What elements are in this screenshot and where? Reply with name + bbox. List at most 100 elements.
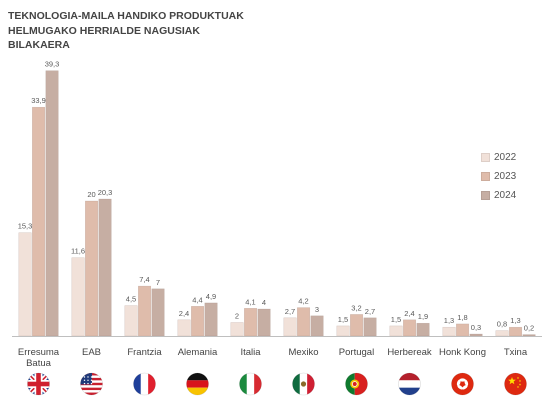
uk-flag-icon [27, 373, 50, 395]
category-label-7-0: Herbereak [387, 347, 432, 358]
data-label-2022-6: 1,5 [338, 315, 348, 324]
data-label-2024-1: 20,3 [98, 188, 113, 197]
data-label-2023-5: 4,2 [298, 297, 308, 306]
bar-2022-3 [177, 319, 191, 337]
germany-flag-icon-ring [186, 372, 209, 396]
category-label-8-0: Honk Kong [439, 347, 486, 358]
bar-2024-4 [257, 308, 271, 337]
chart-title: TEKNOLOGIA-MAILA HANDIKO PRODUKTUAK HELM… [8, 9, 244, 53]
data-label-2024-6: 2,7 [365, 307, 375, 316]
data-label-2022-5: 2,7 [285, 307, 295, 316]
data-label-2022-1: 11,6 [71, 247, 85, 256]
data-label-2023-4: 4,1 [245, 297, 255, 306]
netherlands-flag-icon-ring [398, 372, 421, 396]
bar-2023-7 [403, 319, 417, 337]
data-label-2023-7: 2,4 [404, 309, 414, 318]
data-label-2022-7: 1,5 [391, 315, 401, 324]
category-label-9-0: Txina [504, 347, 528, 358]
bar-2022-0 [18, 232, 32, 337]
bar-2022-1 [71, 257, 85, 337]
netherlands-flag-icon [398, 373, 421, 395]
italy-flag-icon [239, 373, 262, 395]
us-flag-icon-ring [80, 372, 103, 396]
portugal-flag-icon-ring [345, 372, 368, 396]
bar-2023-9 [509, 326, 523, 337]
hongkong-flag-icon-ring [451, 372, 474, 396]
mexico-flag-icon [292, 373, 315, 395]
china-flag-icon-ring [504, 372, 527, 396]
bar-2023-5 [297, 307, 311, 337]
category-label-3-0: Alemania [178, 347, 218, 358]
chart-legend: 2022 2023 2024 [481, 148, 516, 205]
data-label-2023-2: 7,4 [139, 275, 149, 284]
bar-2024-7 [416, 322, 430, 337]
hongkong-flag-icon [451, 373, 474, 395]
china-flag-icon [504, 373, 527, 395]
legend-label-2023: 2023 [494, 171, 517, 182]
legend-item-2024: 2024 [481, 186, 516, 205]
data-label-2024-4: 4 [262, 298, 266, 307]
category-label-6-0: Portugal [339, 347, 374, 358]
data-label-2024-2: 7 [156, 278, 160, 287]
bar-2024-8 [469, 333, 483, 337]
title-line-3: BILAKAERA [8, 39, 70, 51]
uk-flag-icon-ring [27, 372, 50, 396]
bar-2024-6 [363, 317, 377, 337]
data-label-2023-9: 1,3 [510, 316, 520, 325]
data-label-2023-0: 33,9 [31, 96, 46, 105]
bar-2024-3 [204, 302, 218, 337]
bar-2023-2 [138, 285, 152, 337]
data-label-2023-6: 3,2 [351, 303, 361, 312]
title-line-2: HELMUGAKO HERRIALDE NAGUSIAK [8, 24, 200, 37]
bar-2023-4 [244, 308, 258, 337]
bar-2024-2 [151, 288, 165, 337]
data-label-2024-5: 3 [315, 305, 319, 314]
france-flag-icon-ring [133, 372, 156, 396]
germany-flag-icon [186, 373, 209, 395]
legend-item-2022: 2022 [481, 148, 516, 167]
bar-2022-9 [495, 330, 509, 337]
category-label-0-0: Erresuma [18, 347, 60, 358]
bar-2024-1 [98, 198, 112, 337]
data-label-2022-0: 15,3 [18, 222, 33, 231]
title-line-1: TEKNOLOGIA-MAILA HANDIKO PRODUKTUAK [8, 10, 244, 22]
bar-2023-0 [32, 106, 46, 337]
legend-swatch-2022 [481, 153, 490, 162]
france-flag-icon [133, 373, 156, 395]
category-label-5-0: Mexiko [288, 347, 318, 358]
data-label-2022-9: 0,8 [497, 320, 507, 329]
data-label-2023-8: 1,8 [457, 313, 467, 322]
bar-2024-5 [310, 315, 324, 337]
data-label-2024-7: 1,9 [418, 312, 428, 321]
bar-2022-8 [442, 326, 456, 337]
bar-2023-8 [456, 323, 470, 337]
bar-2022-5 [283, 317, 297, 337]
data-label-2024-8: 0,3 [471, 323, 481, 332]
legend-swatch-2023 [481, 172, 490, 181]
bar-2022-4 [230, 322, 244, 337]
bar-2022-2 [124, 305, 138, 337]
italy-flag-icon-ring [239, 372, 262, 396]
bar-2023-6 [350, 314, 364, 337]
bar-2023-1 [85, 200, 99, 337]
data-label-2022-8: 1,3 [444, 316, 454, 325]
us-flag-icon [80, 373, 103, 395]
legend-label-2022: 2022 [494, 152, 517, 163]
legend-label-2024: 2024 [494, 190, 517, 201]
data-label-2023-1: 20 [87, 190, 95, 199]
data-label-2022-3: 2,4 [179, 309, 189, 318]
category-label-0-1: Batua [26, 358, 52, 369]
data-label-2022-2: 4,5 [126, 295, 136, 304]
category-label-1-0: EAB [82, 347, 101, 358]
legend-swatch-2024 [481, 191, 490, 200]
category-label-2-0: Frantzia [127, 347, 162, 358]
legend-item-2023: 2023 [481, 167, 516, 186]
mexico-flag-icon-ring [292, 372, 315, 396]
bar-2022-6 [336, 325, 350, 337]
bar-2024-9 [522, 334, 536, 337]
data-label-2023-3: 4,4 [192, 295, 202, 304]
portugal-flag-icon [345, 373, 368, 395]
data-label-2022-4: 2 [235, 312, 239, 321]
bar-2023-3 [191, 306, 205, 337]
